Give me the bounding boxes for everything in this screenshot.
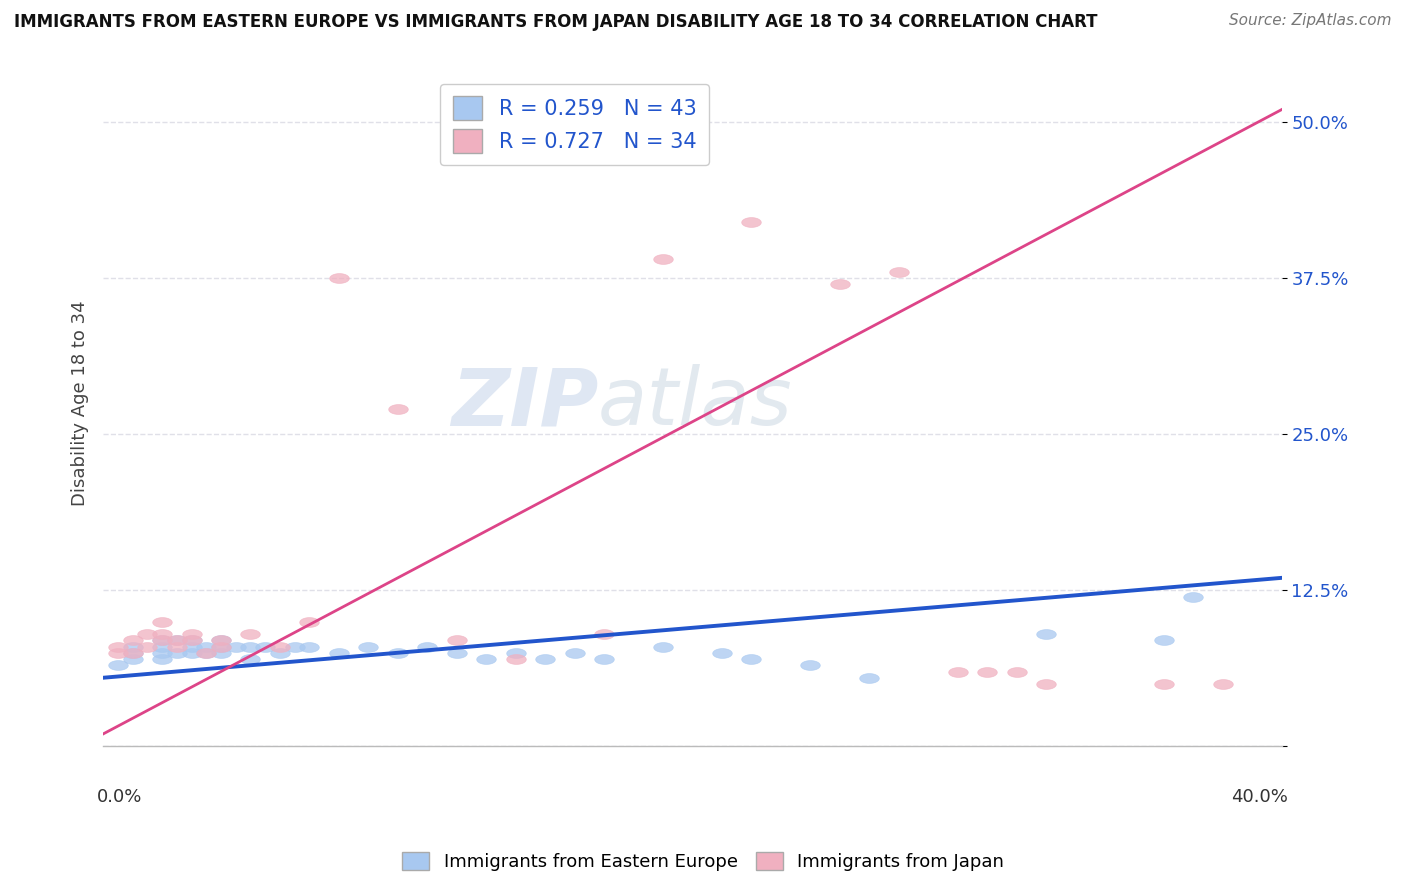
- Point: [180, 633, 202, 648]
- Point: [209, 646, 232, 660]
- Point: [1153, 633, 1175, 648]
- Point: [328, 271, 350, 285]
- Point: [946, 665, 969, 679]
- Point: [166, 633, 188, 648]
- Point: [195, 646, 218, 660]
- Point: [416, 640, 439, 654]
- Point: [387, 402, 409, 417]
- Point: [534, 652, 557, 666]
- Text: 0.0%: 0.0%: [97, 788, 142, 805]
- Text: atlas: atlas: [598, 364, 793, 442]
- Y-axis label: Disability Age 18 to 34: Disability Age 18 to 34: [72, 301, 89, 506]
- Point: [593, 652, 616, 666]
- Point: [166, 646, 188, 660]
- Point: [475, 652, 498, 666]
- Point: [239, 640, 262, 654]
- Point: [209, 640, 232, 654]
- Point: [284, 640, 307, 654]
- Point: [1182, 590, 1205, 604]
- Point: [180, 640, 202, 654]
- Point: [166, 640, 188, 654]
- Point: [976, 665, 998, 679]
- Point: [387, 646, 409, 660]
- Point: [121, 640, 143, 654]
- Point: [121, 633, 143, 648]
- Point: [150, 646, 173, 660]
- Point: [357, 640, 380, 654]
- Point: [180, 633, 202, 648]
- Point: [828, 277, 851, 292]
- Point: [1005, 665, 1028, 679]
- Point: [195, 640, 218, 654]
- Point: [225, 640, 247, 654]
- Point: [298, 615, 321, 629]
- Point: [593, 627, 616, 641]
- Text: 40.0%: 40.0%: [1230, 788, 1288, 805]
- Point: [107, 640, 129, 654]
- Point: [740, 652, 762, 666]
- Point: [446, 633, 468, 648]
- Point: [652, 252, 675, 267]
- Point: [1153, 677, 1175, 691]
- Text: Source: ZipAtlas.com: Source: ZipAtlas.com: [1229, 13, 1392, 29]
- Point: [121, 646, 143, 660]
- Point: [1035, 627, 1057, 641]
- Point: [269, 640, 291, 654]
- Point: [150, 640, 173, 654]
- Point: [150, 615, 173, 629]
- Point: [328, 646, 350, 660]
- Point: [107, 658, 129, 673]
- Point: [209, 633, 232, 648]
- Point: [799, 658, 821, 673]
- Point: [150, 633, 173, 648]
- Point: [1035, 677, 1057, 691]
- Text: ZIP: ZIP: [451, 364, 598, 442]
- Point: [150, 652, 173, 666]
- Point: [269, 646, 291, 660]
- Point: [1212, 677, 1234, 691]
- Point: [505, 652, 527, 666]
- Point: [180, 627, 202, 641]
- Point: [887, 265, 910, 279]
- Point: [564, 646, 586, 660]
- Point: [121, 652, 143, 666]
- Legend: Immigrants from Eastern Europe, Immigrants from Japan: Immigrants from Eastern Europe, Immigran…: [395, 845, 1011, 879]
- Point: [652, 640, 675, 654]
- Point: [150, 633, 173, 648]
- Text: IMMIGRANTS FROM EASTERN EUROPE VS IMMIGRANTS FROM JAPAN DISABILITY AGE 18 TO 34 : IMMIGRANTS FROM EASTERN EUROPE VS IMMIGR…: [14, 13, 1098, 31]
- Point: [710, 646, 733, 660]
- Point: [740, 215, 762, 229]
- Point: [209, 640, 232, 654]
- Point: [136, 640, 159, 654]
- Point: [254, 640, 277, 654]
- Point: [136, 627, 159, 641]
- Point: [298, 640, 321, 654]
- Point: [505, 646, 527, 660]
- Point: [180, 646, 202, 660]
- Point: [239, 652, 262, 666]
- Point: [209, 633, 232, 648]
- Point: [239, 627, 262, 641]
- Point: [858, 671, 880, 685]
- Point: [121, 646, 143, 660]
- Legend: R = 0.259   N = 43, R = 0.727   N = 34: R = 0.259 N = 43, R = 0.727 N = 34: [440, 84, 709, 165]
- Point: [150, 627, 173, 641]
- Point: [107, 646, 129, 660]
- Point: [446, 646, 468, 660]
- Point: [195, 646, 218, 660]
- Point: [166, 633, 188, 648]
